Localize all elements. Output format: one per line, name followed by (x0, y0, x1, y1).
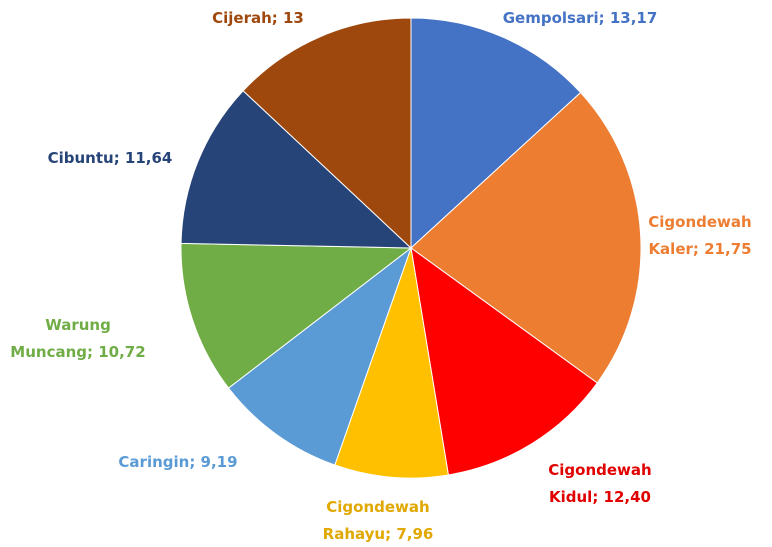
data-label: Cibuntu; 11,64 (48, 149, 173, 167)
data-label: Warung Muncang; 10,72 (10, 316, 145, 361)
pie-slice (227, 246, 413, 466)
pie-slice (180, 242, 413, 389)
data-label-line: Caringin; 9,19 (118, 453, 237, 471)
pie-slice (410, 91, 642, 384)
data-label: Caringin; 9,19 (118, 453, 237, 471)
data-label: Cigondewah Rahayu; 7,96 (323, 498, 434, 543)
data-label-line: Muncang; 10,72 (10, 343, 145, 361)
pie-slice (242, 17, 412, 250)
data-label-line: Cibuntu; 11,64 (48, 149, 173, 167)
data-label-line: Warung (45, 316, 111, 334)
data-label-line: Cigondewah (548, 461, 651, 479)
data-label-line: Gempolsari; 13,17 (503, 9, 658, 27)
data-label-line: Kidul; 12,40 (549, 488, 651, 506)
pie-slice (410, 246, 598, 476)
data-label-line: Cigondewah (648, 213, 751, 231)
data-label: Cigondewah Kidul; 12,40 (548, 461, 651, 506)
data-label: Gempolsari; 13,17 (503, 9, 658, 27)
pie-slice (180, 90, 413, 249)
data-label-line: Rahayu; 7,96 (323, 525, 434, 543)
data-label: Cigondewah Kaler; 21,75 (648, 213, 751, 258)
data-label-line: Kaler; 21,75 (648, 240, 751, 258)
pie-slice (334, 247, 449, 479)
data-label-line: Cijerah; 13 (212, 9, 304, 27)
data-label-line: Cigondewah (326, 498, 429, 516)
data-label: Cijerah; 13 (212, 9, 304, 27)
pie-slice (410, 17, 582, 250)
